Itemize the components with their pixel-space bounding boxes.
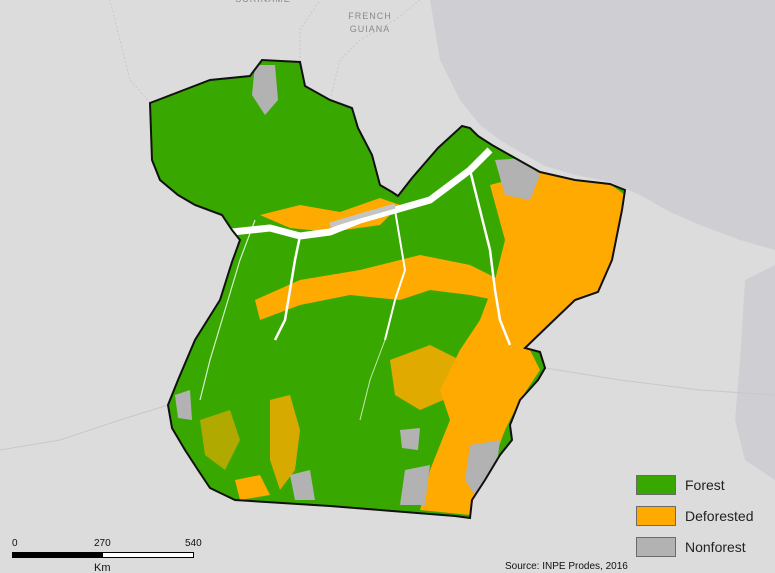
scale-tick-270: 270 <box>94 538 111 549</box>
deforested-west <box>200 410 240 470</box>
legend-item-nonforest: Nonforest <box>636 536 771 558</box>
suriname-label: SURINAME <box>228 0 298 4</box>
deforested-east <box>420 172 625 515</box>
west-river <box>199 219 256 401</box>
border-east <box>544 367 775 396</box>
scale-tick-540: 540 <box>185 538 202 549</box>
ocean-coast-right <box>735 265 775 480</box>
legend-label-deforested: Deforested <box>685 508 754 524</box>
scale-unit: Km <box>94 562 111 573</box>
scale-segment-dark <box>12 552 102 558</box>
legend-item-forest: Forest <box>636 474 771 496</box>
nonforest-south-patch <box>400 428 420 450</box>
border-suriname-fg <box>299 0 321 62</box>
french-guiana-label-line2: GUIANA <box>349 24 391 34</box>
amazon-river <box>231 147 493 240</box>
legend-label-forest: Forest <box>685 477 725 493</box>
atlantic-ocean <box>430 0 775 250</box>
xingu-river <box>384 209 407 341</box>
legend-label-nonforest: Nonforest <box>685 539 746 555</box>
deforested-south-central <box>390 345 460 410</box>
border-west <box>0 404 169 451</box>
map-legend: Forest Deforested Nonforest <box>636 474 771 567</box>
deforested-central-belt <box>255 255 500 320</box>
scale-segment-light <box>102 552 194 558</box>
iriri-river <box>359 339 386 421</box>
nonforest-west <box>175 390 192 420</box>
deforested-southwest-edge <box>235 475 270 500</box>
amazon-floodplain <box>329 203 396 228</box>
nonforest-swatch <box>636 537 676 557</box>
scale-bar: 0 270 540 Km <box>12 538 212 573</box>
french-guiana-label-line1: FRENCH <box>348 11 392 21</box>
tocantins-river <box>468 169 512 346</box>
tapajos-river <box>273 235 302 341</box>
border-suriname-west <box>109 0 151 104</box>
source-credit: Source: INPE Prodes, 2016 <box>505 561 628 572</box>
deforested-southwest <box>270 395 300 490</box>
french-guiana-label: FRENCH GUIANA <box>330 11 410 34</box>
border-fg-brazil <box>329 0 421 101</box>
forest-swatch <box>636 475 676 495</box>
deforested-swatch <box>636 506 676 526</box>
nonforest-south <box>400 465 430 505</box>
nonforest-southeast <box>465 440 500 500</box>
legend-item-deforested: Deforested <box>636 505 771 527</box>
nonforest-marajo <box>495 158 540 200</box>
nonforest-north <box>252 65 278 115</box>
scale-tick-0: 0 <box>12 538 18 549</box>
deforested-amazon-channel <box>260 198 400 232</box>
nonforest-southwest <box>290 470 315 500</box>
land-cover-layers <box>175 65 625 515</box>
